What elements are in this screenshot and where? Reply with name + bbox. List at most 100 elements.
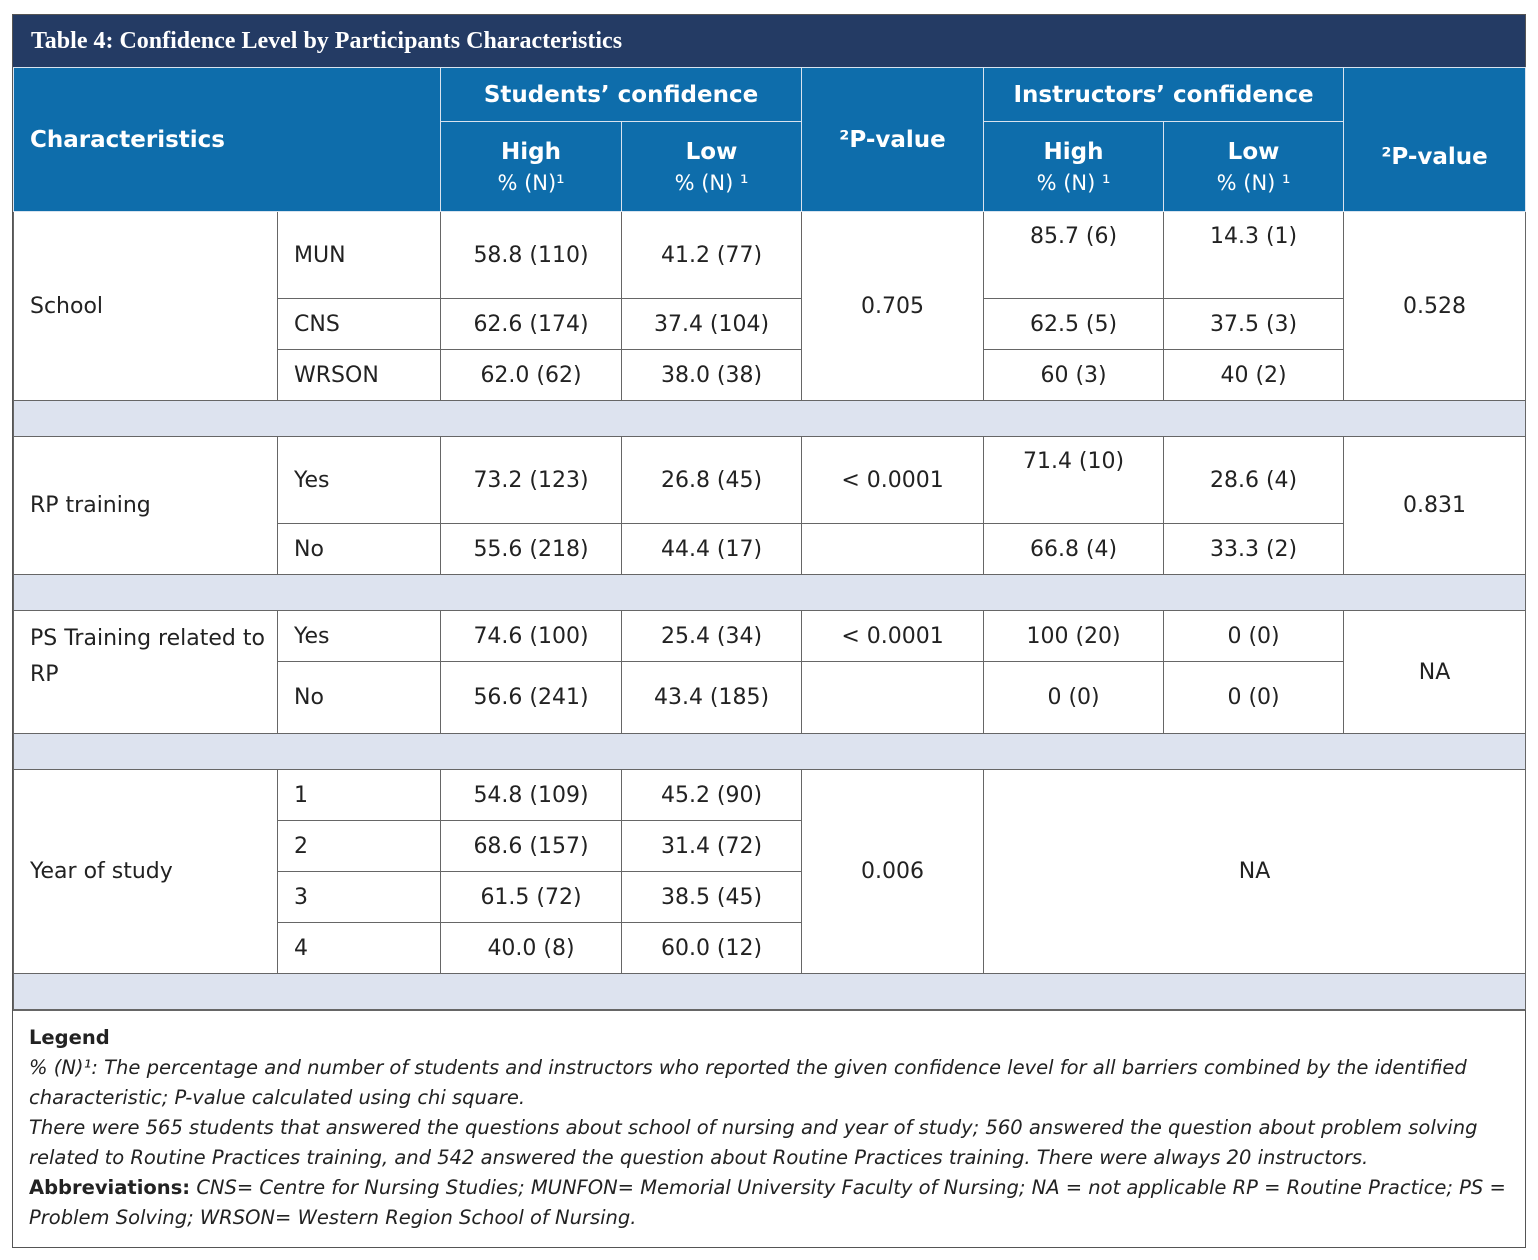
p-value: < 0.0001 xyxy=(801,610,985,662)
legend-abbreviations: Abbreviations: CNS= Centre for Nursing S… xyxy=(29,1173,1509,1233)
spacer-row xyxy=(12,400,1527,437)
subgroup: MUN xyxy=(276,211,442,299)
value-cell: 14.3 (1) xyxy=(1163,211,1345,299)
subcolumn-unit: % (N) ¹ xyxy=(1216,170,1291,195)
subgroup: 4 xyxy=(276,922,442,974)
header-subcolumn: Low % (N) ¹ xyxy=(621,121,803,212)
spacer-cell xyxy=(12,574,1527,611)
legend-line: % (N)¹: The percentage and number of stu… xyxy=(29,1056,1467,1109)
table-title: Table 4: Confidence Level by Participant… xyxy=(13,15,1525,67)
value-cell: 38.5 (45) xyxy=(621,871,803,923)
characteristic: PS Training related to RP xyxy=(13,610,278,734)
p-value xyxy=(801,523,985,575)
value-cell: 0 (0) xyxy=(1163,661,1345,734)
abbreviations-label: Abbreviations: xyxy=(29,1176,191,1199)
value-cell: 85.7 (6) xyxy=(983,211,1165,299)
characteristic: RP training xyxy=(13,436,278,575)
body-row: RP training Yes 73.2 (123) 26.8 (45) < 0.000… xyxy=(13,436,1527,575)
subcolumn-label: High xyxy=(501,138,561,165)
abbreviations-text: CNS= Centre for Nursing Studies; MUNFON=… xyxy=(29,1176,1506,1229)
value-cell: 43.4 (185) xyxy=(621,661,803,734)
subgroup: 1 xyxy=(276,769,442,821)
value-cell: 38.0 (38) xyxy=(621,349,803,401)
subgroup: No xyxy=(276,661,442,734)
spacer-row xyxy=(12,733,1527,770)
value-cell: 62.0 (62) xyxy=(440,349,623,401)
spacer-row xyxy=(12,574,1527,611)
value-cell: 68.6 (157) xyxy=(440,820,623,872)
value-cell: 54.8 (109) xyxy=(440,769,623,821)
value-cell: 55.6 (218) xyxy=(440,523,623,575)
p-value: 0.831 xyxy=(1343,436,1527,575)
body-row: WRSON 62.0 (62) 38.0 (38) 60 (3) 40 (2) xyxy=(14,349,1526,401)
subcolumn-unit: % (N)¹ xyxy=(497,170,565,195)
p-value xyxy=(801,661,985,734)
subcolumn-label: Low xyxy=(1227,138,1280,165)
merged-cell: NA xyxy=(983,769,1527,974)
header-cell: ²P-value xyxy=(801,67,985,212)
value-cell: 40.0 (8) xyxy=(440,922,623,974)
value-cell: 74.6 (100) xyxy=(440,610,623,662)
value-cell: 60 (3) xyxy=(983,349,1165,401)
subgroup: WRSON xyxy=(276,349,442,401)
subcolumn-label: High xyxy=(1043,138,1104,165)
value-cell: 31.4 (72) xyxy=(621,820,803,872)
value-cell: 60.0 (12) xyxy=(621,922,803,974)
value-cell: 56.6 (241) xyxy=(440,661,623,734)
body-row: 3 61.5 (72) 38.5 (45) xyxy=(14,871,1526,923)
subgroup: Yes xyxy=(276,436,442,524)
value-cell: 45.2 (90) xyxy=(621,769,803,821)
body-row: 2 68.6 (157) 31.4 (72) xyxy=(14,820,1526,872)
body-row: PS Training related to RP Yes 74.6 (100) 25… xyxy=(13,610,1527,734)
subgroup: CNS xyxy=(276,298,442,350)
legend-line: There were 565 students that answered th… xyxy=(29,1116,1478,1169)
p-value: 0.006 xyxy=(801,769,985,974)
p-value: 0.705 xyxy=(801,211,985,401)
table-body: School MUN 58.8 (110) 41.2 (77) 0.705 85.7 (6… xyxy=(12,211,1527,1010)
subgroup: 3 xyxy=(276,871,442,923)
value-cell: 0 (0) xyxy=(983,661,1165,734)
body-row: No 56.6 (241) 43.4 (185) 0 (0) 0 (0) xyxy=(14,661,1526,734)
subcolumn-unit: % (N) ¹ xyxy=(674,170,749,195)
header-group: Students’ confidence xyxy=(440,67,803,122)
spacer-cell xyxy=(12,400,1527,437)
subgroup: No xyxy=(276,523,442,575)
p-value: 0.528 xyxy=(1343,211,1527,401)
subgroup: Yes xyxy=(276,610,442,662)
value-cell: 25.4 (34) xyxy=(621,610,803,662)
value-cell: 40 (2) xyxy=(1163,349,1345,401)
subgroup: 2 xyxy=(276,820,442,872)
value-cell: 66.8 (4) xyxy=(983,523,1165,575)
value-cell: 37.5 (3) xyxy=(1163,298,1345,350)
table-header: Characteristics Students’ confidence ²P-va… xyxy=(12,67,1527,212)
value-cell: 44.4 (17) xyxy=(621,523,803,575)
value-cell: 37.4 (104) xyxy=(621,298,803,350)
body-row: 4 40.0 (8) 60.0 (12) xyxy=(14,922,1526,974)
value-cell: 61.5 (72) xyxy=(440,871,623,923)
header-subcolumn: Low % (N) ¹ xyxy=(1163,121,1345,212)
p-value: NA xyxy=(1343,610,1527,734)
value-cell: 73.2 (123) xyxy=(440,436,623,524)
body-row: Year of study 1 54.8 (109) 45.2 (90) 0.006 NA xyxy=(13,769,1527,974)
subcolumn-unit: % (N) ¹ xyxy=(1036,170,1111,195)
value-cell: 100 (20) xyxy=(983,610,1165,662)
header-cell: Characteristics xyxy=(12,67,442,212)
value-cell: 41.2 (77) xyxy=(621,211,803,299)
table-container: Table 4: Confidence Level by Participant… xyxy=(12,14,1527,1248)
header-cell: ²P-value xyxy=(1343,67,1527,212)
characteristic: School xyxy=(13,211,278,401)
header-subcolumn: High % (N) ¹ xyxy=(983,121,1165,212)
header-row: Characteristics Students’ confidence ²P-va… xyxy=(12,67,1527,212)
subcolumn-label: Low xyxy=(685,138,738,165)
p-value: < 0.0001 xyxy=(801,436,985,524)
data-table: Characteristics Students’ confidence ²P-va… xyxy=(12,67,1527,1010)
value-cell: 71.4 (10) xyxy=(983,436,1165,524)
spacer-cell xyxy=(12,973,1527,1010)
body-row: No 55.6 (218) 44.4 (17) 66.8 (4) 33.3 (2) xyxy=(14,523,1526,575)
value-cell: 62.5 (5) xyxy=(983,298,1165,350)
value-cell: 33.3 (2) xyxy=(1163,523,1345,575)
header-row: High % (N)¹ Low % (N) ¹ High % (N) ¹ Low % (N) … xyxy=(14,121,1526,212)
value-cell: 26.8 (45) xyxy=(621,436,803,524)
characteristic: Year of study xyxy=(13,769,278,974)
